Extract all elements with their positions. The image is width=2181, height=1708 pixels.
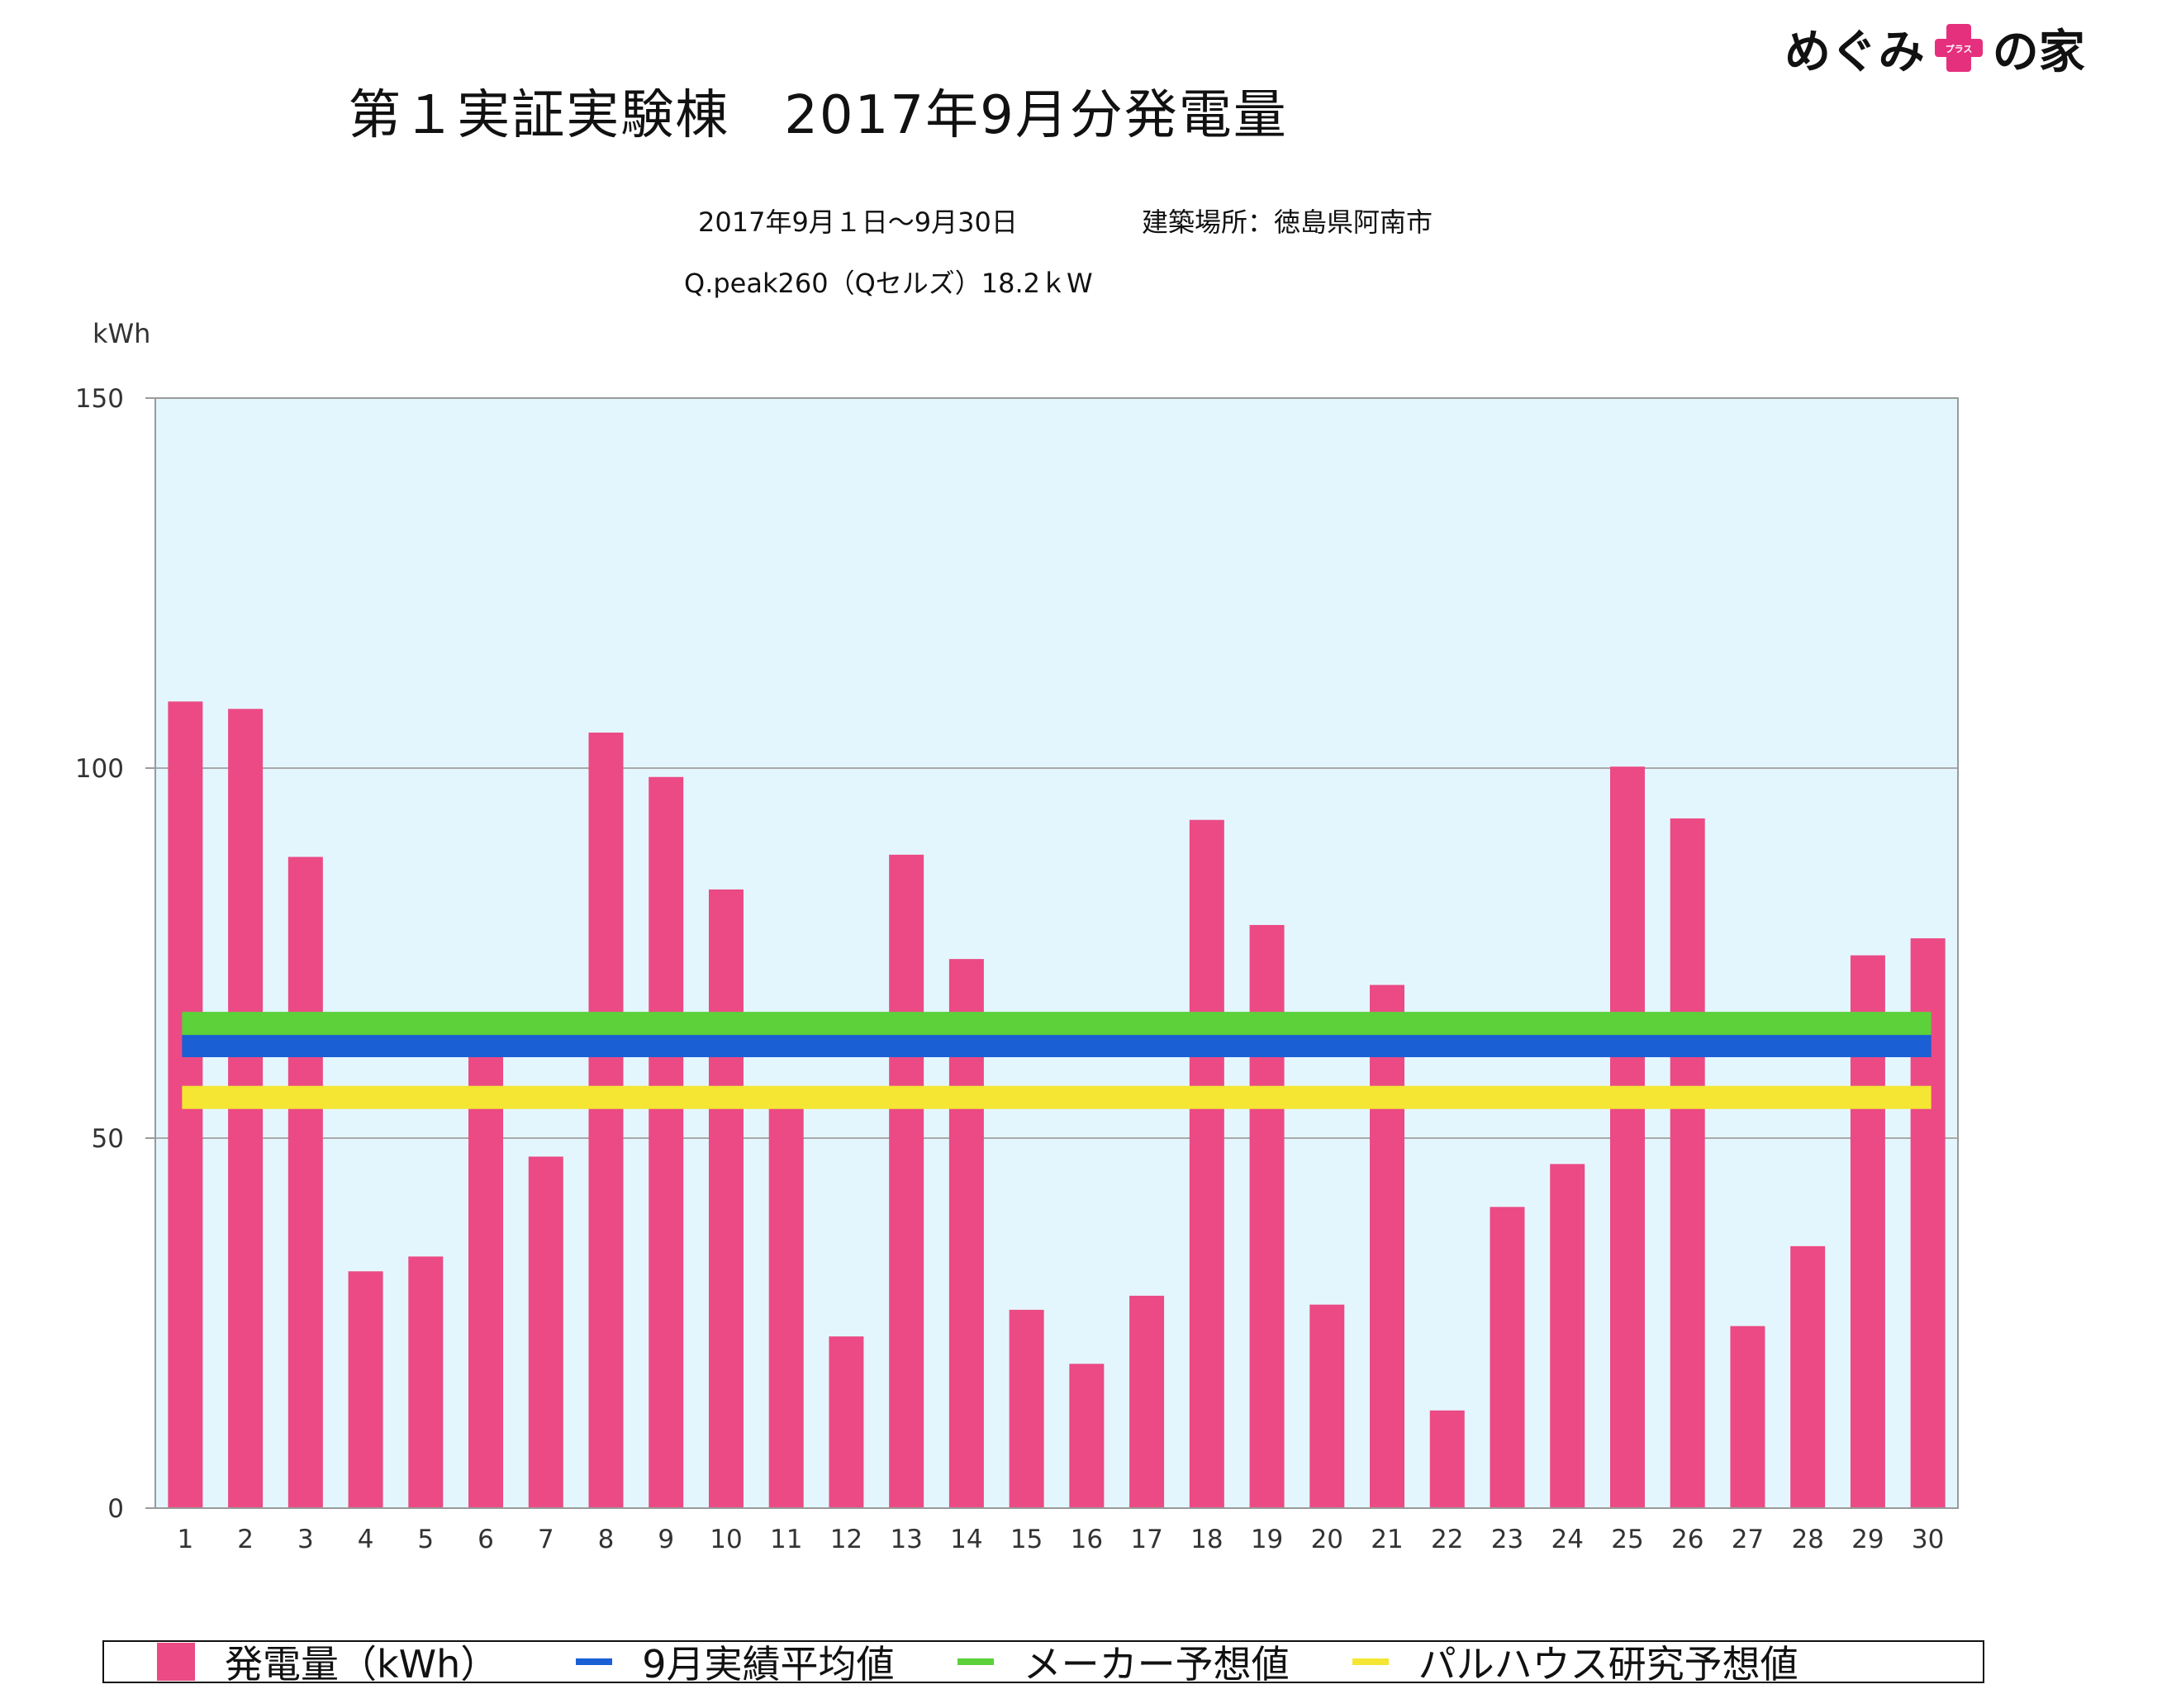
legend-item-average: 9月実績平均値 <box>576 1642 895 1687</box>
palhouse-forecast-line <box>182 1085 1932 1109</box>
x-tick-label: 14 <box>950 1525 982 1554</box>
bar <box>1429 1410 1465 1508</box>
x-tick-label: 1 <box>177 1525 193 1554</box>
bar <box>1069 1364 1105 1508</box>
x-tick-label: 8 <box>598 1525 615 1554</box>
system-label: Q.peak260（Qセルズ）18.2ｋW <box>684 268 1093 299</box>
x-tick-label: 10 <box>710 1525 742 1554</box>
logo-text-left: めぐみ <box>1784 25 1925 79</box>
x-tick-label: 24 <box>1551 1525 1584 1554</box>
x-tick-label: 16 <box>1071 1525 1103 1554</box>
y-tick-label: 50 <box>92 1124 124 1154</box>
x-tick-label: 15 <box>1010 1525 1043 1554</box>
x-tick-label: 6 <box>478 1525 494 1554</box>
x-tick-label: 28 <box>1791 1525 1823 1554</box>
y-tick-label: 100 <box>75 754 124 784</box>
x-tick-label: 26 <box>1671 1525 1703 1554</box>
x-tick-label: 27 <box>1732 1525 1764 1554</box>
legend-item-maker: メーカー予想値 <box>957 1642 1290 1687</box>
average-line <box>182 1034 1932 1057</box>
x-tick-label: 3 <box>297 1525 314 1554</box>
x-tick-label: 9 <box>658 1525 674 1554</box>
chart-legend: 発電量（kWh） 9月実績平均値 メーカー予想値 パルハウス研究予想値 <box>102 1640 1984 1687</box>
bar <box>1790 1245 1826 1508</box>
bar <box>649 776 684 1508</box>
legend-swatch-average <box>576 1658 613 1665</box>
x-tick-label: 11 <box>770 1525 802 1554</box>
legend-label-maker: メーカー予想値 <box>1023 1642 1290 1687</box>
x-tick-label: 5 <box>417 1525 434 1554</box>
legend-swatch-bar <box>157 1643 195 1681</box>
x-tick-label: 7 <box>538 1525 554 1554</box>
location-label: 建築場所：徳島県阿南市 <box>1142 206 1433 238</box>
bar <box>829 1336 864 1508</box>
period-label: 2017年9月１日〜9月30日 <box>698 206 1018 238</box>
maker-forecast-line <box>182 1012 1932 1036</box>
x-tick-label: 30 <box>1912 1525 1944 1554</box>
bar <box>528 1156 563 1508</box>
x-tick-label: 13 <box>890 1525 922 1554</box>
bar <box>708 889 744 1508</box>
brand-logo: めぐみ プラス の家 <box>1784 15 2148 81</box>
legend-item-palhouse: パルハウス研究予想値 <box>1352 1642 1798 1687</box>
bar <box>1609 766 1645 1508</box>
legend-item-generation: 発電量（kWh） <box>104 1642 498 1687</box>
legend-label-average: 9月実績平均値 <box>642 1642 895 1687</box>
x-tick-label: 4 <box>358 1525 374 1554</box>
bar <box>1009 1309 1044 1508</box>
bar <box>287 856 323 1508</box>
bar <box>889 854 924 1508</box>
bar <box>1129 1295 1165 1508</box>
plot-area <box>155 398 1958 1508</box>
bar <box>1730 1326 1765 1508</box>
bar <box>408 1256 444 1508</box>
bar <box>1370 984 1405 1508</box>
bar <box>1309 1304 1345 1508</box>
y-tick-label: 150 <box>75 384 124 414</box>
logo-text-right: の家 <box>1992 25 2085 79</box>
x-tick-label: 17 <box>1130 1525 1162 1554</box>
x-tick-label: 2 <box>237 1525 254 1554</box>
legend-swatch-maker <box>957 1658 994 1665</box>
x-tick-label: 21 <box>1371 1525 1403 1554</box>
legend-swatch-palhouse <box>1352 1658 1389 1665</box>
bar <box>348 1271 383 1508</box>
bar <box>1550 1164 1585 1508</box>
x-tick-label: 29 <box>1851 1525 1884 1554</box>
x-tick-label: 19 <box>1251 1525 1283 1554</box>
x-tick-label: 12 <box>830 1525 862 1554</box>
bar <box>768 1094 804 1508</box>
bar <box>1490 1207 1525 1508</box>
y-axis-unit: kWh <box>93 318 151 349</box>
x-tick-label: 18 <box>1190 1525 1223 1554</box>
x-tick-label: 22 <box>1431 1525 1463 1554</box>
bar <box>1189 819 1224 1508</box>
bar <box>588 732 624 1508</box>
logo-cross-text: プラス <box>1945 43 1972 55</box>
x-tick-label: 25 <box>1611 1525 1643 1554</box>
legend-label-generation: 発電量（kWh） <box>225 1642 499 1687</box>
legend-label-palhouse: パルハウス研究予想値 <box>1418 1642 1798 1687</box>
x-tick-label: 23 <box>1491 1525 1523 1554</box>
x-tick-label: 20 <box>1311 1525 1343 1554</box>
plus-cross-icon: プラス <box>1934 24 1983 72</box>
chart-title: 第１実証実験棟 2017年9月分発電量 <box>348 85 1288 146</box>
bar <box>1670 818 1705 1508</box>
y-tick-label: 0 <box>107 1494 124 1524</box>
bar <box>468 1049 504 1508</box>
plot-border <box>154 397 1959 1509</box>
